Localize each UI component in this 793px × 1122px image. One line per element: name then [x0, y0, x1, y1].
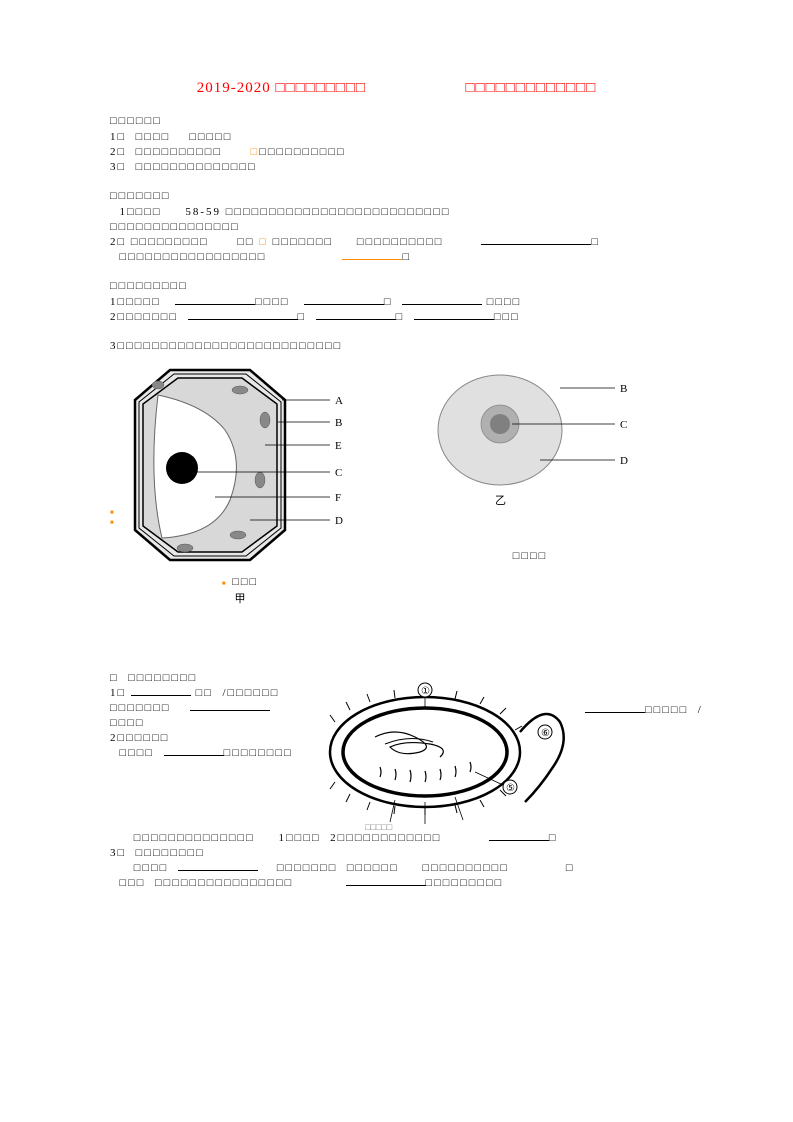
section-2-line-1c: □□□□□□□□□□□□□□□ — [110, 221, 683, 233]
section-3-line-2: 2□□□□□□□ □ □ □□□ — [110, 311, 683, 323]
blank-field[interactable] — [178, 870, 258, 871]
blank-field[interactable] — [481, 244, 591, 245]
section-1-header: □□□□□□ — [110, 115, 683, 127]
section-4-line-1r: □□□□□ / — [585, 704, 680, 716]
blank-field[interactable] — [402, 304, 482, 305]
svg-text:乙: 乙 — [495, 494, 506, 507]
section-3-line-3: 3□□□□□□□□□□□□□□□□□□□□□□□□□□ — [110, 340, 683, 352]
section-3-header: □□□□□□□□□ — [110, 280, 683, 292]
section-4-line-1c: □□□□□□□ — [110, 702, 295, 714]
title-right: □□□□□□□□□□□□□ — [466, 80, 597, 96]
section-2-header: □□□□□□□ — [110, 190, 683, 202]
blank-field[interactable] — [131, 695, 191, 696]
blank-field[interactable] — [489, 840, 549, 841]
section-2-line-1: 1□□□□ 58-59 □□□□□□□□□□□□□□□□□□□□□□□□□□ — [110, 206, 683, 218]
svg-text:B: B — [335, 417, 342, 429]
section-2-line-2b: □□□□□□□□□□□□□□□□□ □ — [110, 251, 683, 263]
blank-field[interactable] — [188, 319, 298, 320]
blank-field[interactable] — [190, 710, 270, 711]
blank-field[interactable] — [414, 319, 494, 320]
section-4-line-1: 1□ □□ /□□□□□□ — [110, 687, 295, 699]
plant-cell-below: 甲 — [235, 590, 246, 606]
section-4-header: □ □□□□□□□□ — [110, 672, 295, 684]
svg-text:⑤: ⑤ — [506, 783, 515, 794]
blank-field[interactable] — [304, 304, 384, 305]
section-4-line-2d: □□□□□□□□□□□□□□ 1□□□□ 2□□□□□□□□□□□□ □ — [110, 832, 683, 844]
section-4: □ □□□□□□□□ 1□ □□ /□□□□□□ □□□□□□□ □□□□ 2□… — [110, 672, 683, 832]
svg-text:F: F — [335, 492, 341, 504]
svg-text:C: C — [335, 467, 342, 479]
section-3-line-1: 1□□□□□ □□□□ □ □□□□ — [110, 296, 683, 308]
blank-field[interactable] — [175, 304, 255, 305]
blank-field[interactable] — [346, 885, 426, 886]
plant-cell-caption: ■ □□□ — [222, 576, 258, 588]
section-4-line-1d: □□□□ — [110, 717, 295, 729]
svg-text:C: C — [620, 419, 627, 431]
svg-text:D: D — [620, 455, 628, 467]
blank-field[interactable] — [342, 259, 402, 260]
svg-text:B: B — [620, 383, 627, 395]
section-1-line-3: 3□ □□□□□□□□□□□□□□ — [110, 161, 683, 173]
section-2-line-2: 2□ □□□□□□□□□ □□ □ □□□□□□□ □□□□□□□□□□ □ — [110, 236, 683, 248]
accent-marker: ■ — [110, 520, 114, 526]
blank-field[interactable] — [585, 712, 645, 713]
section-1-line-1: 1□ □□□□ □□□□□ — [110, 131, 683, 143]
section-1-line-2: 2□ □□□□□□□□□□ □□□□□□□□□□□ — [110, 146, 683, 158]
section-4-line-2a: 2□□□□□□ — [110, 732, 295, 744]
section-4-line-2b: □□□□ □□□□□□□□ — [110, 747, 295, 759]
svg-text:□□□□□: □□□□□ — [365, 822, 393, 832]
svg-text:D: D — [335, 515, 343, 527]
title-left: 2019-2020 □□□□□□□□□ — [197, 80, 366, 96]
svg-text:①: ① — [421, 686, 430, 697]
section-4-line-3b: □□□□ □□□□□□□ □□□□□□ □□□□□□□□□□ □ — [110, 862, 683, 874]
svg-text:E: E — [335, 440, 342, 452]
animal-cell-diagram: B C D 乙 □□□□ — [430, 360, 630, 562]
page-title: 2019-2020 □□□□□□□□□ □□□□□□□□□□□□□ — [110, 80, 683, 97]
svg-text:A: A — [335, 395, 343, 407]
blank-field[interactable] — [316, 319, 396, 320]
blank-field[interactable] — [164, 755, 224, 756]
svg-text:⑥: ⑥ — [541, 728, 550, 739]
section-4-line-3c: □□□ □□□□□□□□□□□□□□□□ □□□□□□□□□ — [110, 877, 683, 889]
section-4-line-3: 3□ □□□□□□□□ — [110, 847, 683, 859]
animal-cell-caption: □□□□ — [513, 550, 548, 562]
diagrams-row: ■ ■ A B E C F D ■ □□□ 甲 — [130, 360, 683, 606]
plant-cell-diagram: ■ ■ A B E C F D ■ □□□ 甲 — [130, 360, 350, 606]
accent-marker: ■ — [110, 510, 114, 516]
bacteria-diagram: ① ⑥ ⑤ □□□□□ — [305, 672, 575, 832]
